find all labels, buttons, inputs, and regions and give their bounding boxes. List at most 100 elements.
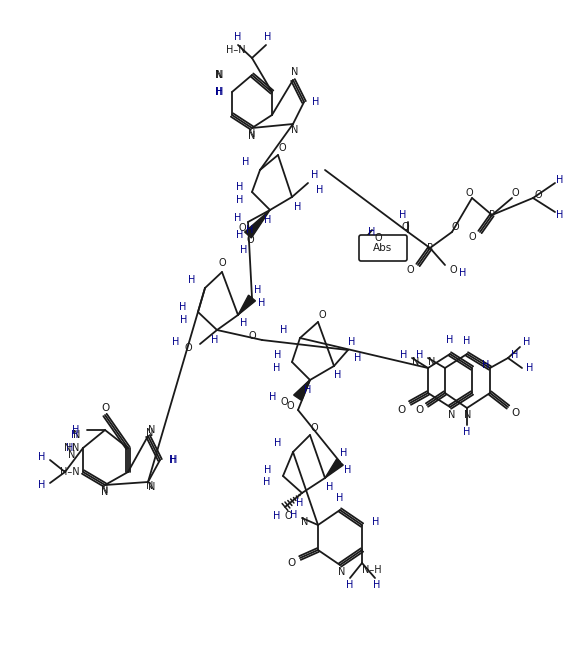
Text: N: N xyxy=(249,131,255,141)
Text: H: H xyxy=(416,350,424,360)
Text: H: H xyxy=(212,335,218,345)
Text: N: N xyxy=(464,410,472,420)
Text: H: H xyxy=(373,580,381,590)
Text: O: O xyxy=(511,188,519,198)
Text: O: O xyxy=(248,331,256,341)
Text: O: O xyxy=(278,143,286,153)
Text: H: H xyxy=(273,363,281,373)
Text: H: H xyxy=(556,175,564,185)
Text: O: O xyxy=(449,265,457,275)
Text: H: H xyxy=(312,170,318,180)
Text: H: H xyxy=(316,185,324,195)
Text: N: N xyxy=(249,129,255,139)
Text: N: N xyxy=(291,67,299,77)
Text: O: O xyxy=(398,405,406,415)
Text: H: H xyxy=(512,350,518,360)
Text: N: N xyxy=(68,450,76,460)
Text: O: O xyxy=(218,258,226,268)
Text: Abs: Abs xyxy=(373,243,392,253)
Text: H: H xyxy=(172,337,180,347)
Text: H: H xyxy=(275,350,281,360)
Text: H: H xyxy=(66,443,73,453)
Text: H: H xyxy=(234,213,242,223)
Text: H: H xyxy=(297,498,303,508)
Text: H: H xyxy=(464,336,470,346)
Text: H: H xyxy=(234,32,242,42)
Text: H: H xyxy=(216,87,224,97)
Text: O: O xyxy=(468,232,476,242)
Text: O: O xyxy=(101,403,109,413)
Text: O: O xyxy=(401,222,409,232)
Text: O: O xyxy=(246,235,254,245)
Text: N: N xyxy=(72,443,80,453)
Text: N: N xyxy=(146,428,154,438)
Text: H: H xyxy=(556,210,564,220)
Text: H: H xyxy=(180,315,188,325)
Text: O: O xyxy=(374,233,382,243)
Text: H: H xyxy=(464,427,470,437)
Text: O: O xyxy=(184,343,192,353)
Text: H: H xyxy=(275,438,281,448)
Text: H: H xyxy=(372,517,380,527)
Text: N: N xyxy=(216,70,224,80)
Text: O: O xyxy=(534,190,542,200)
Text: N: N xyxy=(428,357,436,367)
Text: H: H xyxy=(327,482,334,492)
Text: N: N xyxy=(291,125,299,135)
Text: O: O xyxy=(512,408,520,418)
Text: P: P xyxy=(427,243,433,253)
Text: H: H xyxy=(280,325,288,335)
Text: H: H xyxy=(188,275,196,285)
Polygon shape xyxy=(294,380,310,401)
Text: H: H xyxy=(401,350,407,360)
Text: H: H xyxy=(304,385,312,395)
Text: H: H xyxy=(169,455,177,465)
Text: H: H xyxy=(527,363,533,373)
Polygon shape xyxy=(244,210,270,238)
Text: H: H xyxy=(254,285,262,295)
Text: N: N xyxy=(101,485,109,495)
Text: N: N xyxy=(149,425,155,435)
Text: H: H xyxy=(38,480,46,490)
Text: H: H xyxy=(240,245,248,255)
Text: H: H xyxy=(269,392,277,402)
Text: O: O xyxy=(238,223,246,233)
Text: O: O xyxy=(451,222,459,232)
Text: H: H xyxy=(264,465,272,475)
Text: H: H xyxy=(354,353,362,363)
Text: H: H xyxy=(340,448,348,458)
Text: O: O xyxy=(415,405,423,415)
FancyBboxPatch shape xyxy=(359,235,407,261)
Text: H–N: H–N xyxy=(227,45,246,55)
Polygon shape xyxy=(325,459,343,478)
Text: H: H xyxy=(38,452,46,462)
Text: N: N xyxy=(216,70,223,80)
Text: H: H xyxy=(312,97,320,107)
Text: O: O xyxy=(465,188,473,198)
Text: O: O xyxy=(288,558,296,568)
Text: H: H xyxy=(482,360,490,370)
Text: O: O xyxy=(284,511,292,521)
Text: H: H xyxy=(246,225,254,235)
Text: H: H xyxy=(273,511,281,521)
Text: H: H xyxy=(523,337,531,347)
Text: H: H xyxy=(236,182,244,192)
Text: H: H xyxy=(72,425,80,435)
Text: N: N xyxy=(101,487,109,497)
Text: N: N xyxy=(301,517,309,527)
Text: H: H xyxy=(171,455,177,465)
Text: O: O xyxy=(280,397,288,407)
Text: N: N xyxy=(449,410,455,420)
Text: H: H xyxy=(349,337,355,347)
Text: H: H xyxy=(346,580,354,590)
Text: H: H xyxy=(446,335,454,345)
Text: H: H xyxy=(216,87,223,97)
Text: N: N xyxy=(64,443,72,453)
Text: H: H xyxy=(242,157,250,167)
Text: N: N xyxy=(149,482,155,492)
Text: O: O xyxy=(310,423,318,433)
Text: N: N xyxy=(412,357,420,367)
Polygon shape xyxy=(238,295,255,315)
Text: H: H xyxy=(216,87,223,97)
Text: H: H xyxy=(290,510,298,520)
